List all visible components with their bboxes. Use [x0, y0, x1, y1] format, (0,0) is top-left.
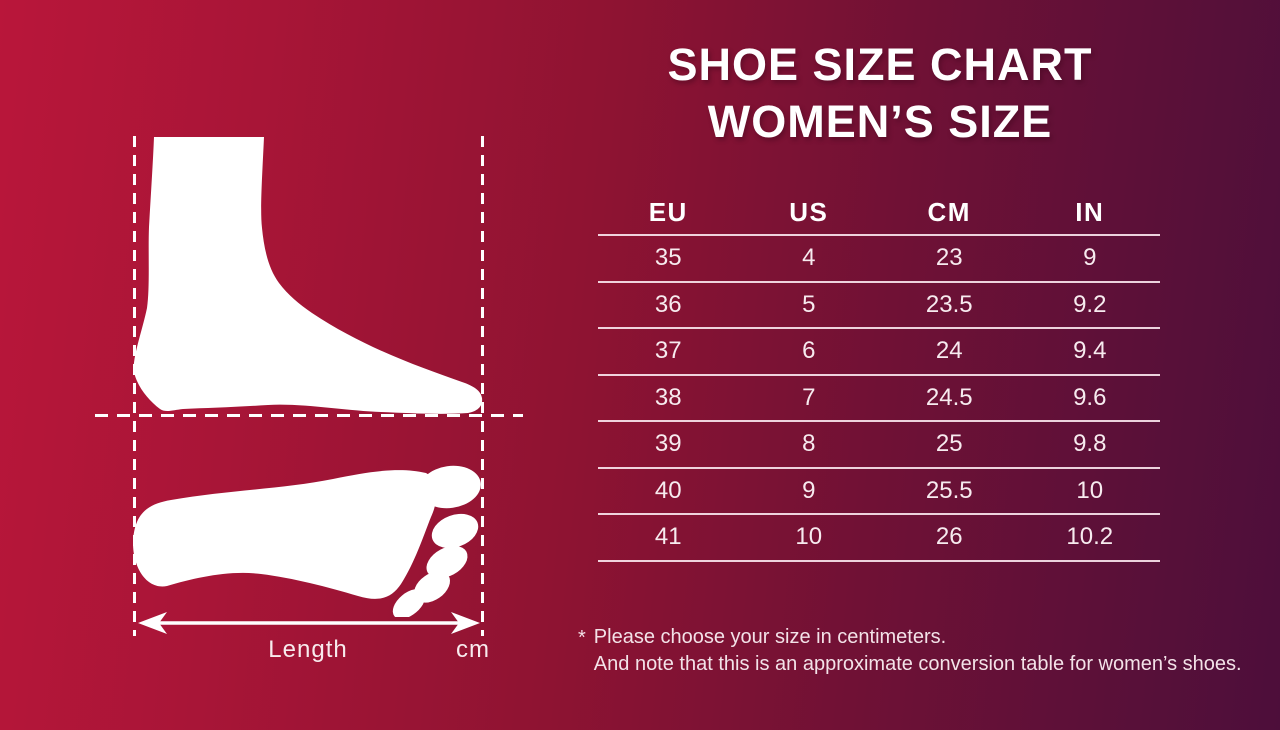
- table-cell: 9.8: [1019, 421, 1160, 469]
- toe-guide-dashed-line: [481, 136, 484, 636]
- size-table-body: 35 4 23 9 36 5 23.5 9.2 37 6 24 9.4 38 7 24.5 9.6 39 8 25 9…: [598, 235, 1160, 562]
- table-row: 35 4 23 9: [598, 235, 1160, 283]
- footnote: * Please choose your size in centimeters…: [578, 624, 1242, 678]
- table-cell: 9.6: [1019, 374, 1160, 422]
- title-line-2: WOMEN’S SIZE: [707, 96, 1053, 147]
- third-toe-shape: [426, 545, 468, 579]
- table-cell: 10: [1019, 467, 1160, 515]
- column-header: CM: [879, 190, 1020, 236]
- page-title: SHOE SIZE CHART WOMEN’S SIZE: [580, 36, 1180, 150]
- second-toe-shape: [431, 513, 479, 549]
- table-cell: 36: [598, 281, 739, 329]
- table-cell: 23: [879, 235, 1020, 283]
- table-row: 39 8 25 9.8: [598, 421, 1160, 469]
- footprint-illustration: [133, 465, 481, 617]
- size-table-header-row: EU US CM IN: [598, 190, 1160, 236]
- table-cell: 9.2: [1019, 281, 1160, 329]
- table-cell: 38: [598, 374, 739, 422]
- size-table-header: EU US CM IN: [598, 190, 1160, 236]
- big-toe-shape: [419, 465, 481, 509]
- little-toe-shape: [392, 589, 426, 617]
- table-row: 37 6 24 9.4: [598, 328, 1160, 376]
- table-cell: 10.2: [1019, 514, 1160, 562]
- column-header: US: [738, 190, 879, 236]
- table-cell: 6: [738, 328, 879, 376]
- footnote-line-2: And note that this is an approximate con…: [593, 653, 1242, 675]
- table-row: 41 10 26 10.2: [598, 514, 1160, 562]
- table-cell: 26: [879, 514, 1020, 562]
- footnote-marker: *: [578, 627, 586, 649]
- unit-label: cm: [456, 636, 490, 663]
- table-cell: 25.5: [879, 467, 1020, 515]
- table-cell: 5: [738, 281, 879, 329]
- table-cell: 10: [738, 514, 879, 562]
- table-row: 38 7 24.5 9.6: [598, 374, 1160, 422]
- table-cell: 9: [1019, 235, 1160, 283]
- table-cell: 4: [738, 235, 879, 283]
- table-row: 36 5 23.5 9.2: [598, 281, 1160, 329]
- table-cell: 39: [598, 421, 739, 469]
- sole-guide-dashed-line: [95, 414, 523, 417]
- column-header: IN: [1019, 190, 1160, 236]
- length-arrow-icon: [138, 612, 480, 634]
- size-table: EU US CM IN 35 4 23 9 36 5 23.5 9.2 37 6 24 9.4 38 7 24.5…: [598, 190, 1160, 562]
- heel-guide-dashed-line: [133, 136, 136, 636]
- length-label: Length: [268, 636, 348, 663]
- title-line-1: SHOE SIZE CHART: [667, 39, 1093, 90]
- column-header: EU: [598, 190, 739, 236]
- table-cell: 9: [738, 467, 879, 515]
- table-cell: 9.4: [1019, 328, 1160, 376]
- footnote-line-1: Please choose your size in centimeters.: [593, 626, 947, 648]
- table-cell: 24.5: [879, 374, 1020, 422]
- foot-side-illustration: [133, 137, 483, 414]
- table-cell: 40: [598, 467, 739, 515]
- table-cell: 23.5: [879, 281, 1020, 329]
- table-cell: 37: [598, 328, 739, 376]
- table-cell: 41: [598, 514, 739, 562]
- table-cell: 35: [598, 235, 739, 283]
- table-cell: 24: [879, 328, 1020, 376]
- table-cell: 25: [879, 421, 1020, 469]
- footnote-text: Please choose your size in centimeters. …: [594, 624, 1242, 678]
- table-cell: 8: [738, 421, 879, 469]
- table-row: 40 9 25.5 10: [598, 467, 1160, 515]
- table-cell: 7: [738, 374, 879, 422]
